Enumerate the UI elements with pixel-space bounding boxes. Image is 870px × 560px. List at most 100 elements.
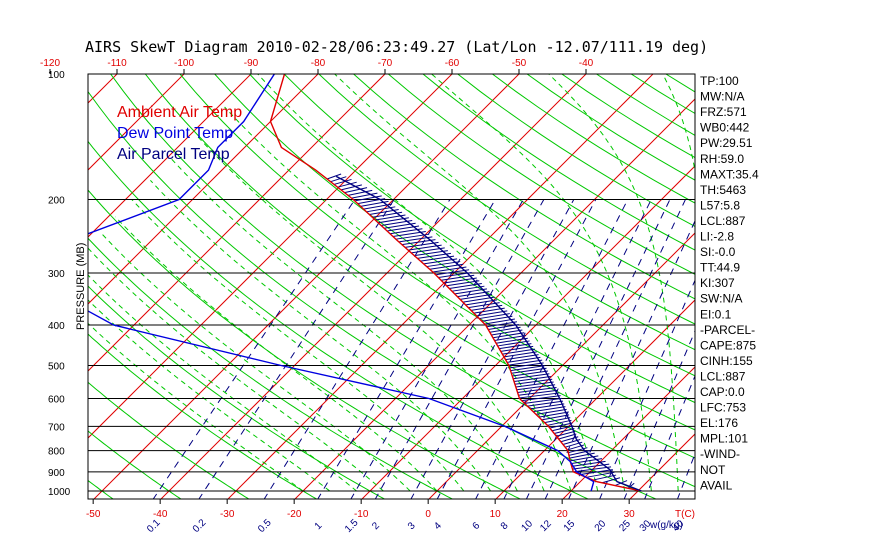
mixing-ratio-label: 2 <box>370 520 382 532</box>
cape-hatch-line <box>499 343 532 350</box>
cape-hatch-line <box>627 482 635 489</box>
dry-adiabat-line <box>88 285 386 499</box>
index-entry: CAP:0.0 <box>700 385 745 399</box>
dry-adiabat-line <box>179 74 695 431</box>
dry-adiabat-line <box>283 74 695 351</box>
mixing-ratio-line <box>198 199 395 499</box>
cape-hatch-line <box>515 381 554 388</box>
temp-tick-label: -40 <box>153 509 168 520</box>
index-entry: WB0:442 <box>700 121 750 135</box>
cape-hatch-line <box>507 356 541 363</box>
mixing-ratio-label: 8 <box>499 520 511 532</box>
dry-adiabat-line <box>214 74 695 404</box>
temp-tick-label: -10 <box>354 509 369 520</box>
moist-adiabat-line <box>115 216 438 492</box>
cape-hatch-line <box>568 449 592 456</box>
cape-hatch-line <box>527 400 564 407</box>
mixing-ratio-label: 20 <box>593 518 609 534</box>
cape-hatch-line <box>514 378 553 385</box>
dry-adiabat-line <box>88 333 318 499</box>
mixing-ratio-line <box>525 199 671 499</box>
pressure-tick-label: 100 <box>48 70 65 81</box>
moist-adiabat-line <box>131 199 465 492</box>
isotherm-line <box>88 74 319 305</box>
top-temp-tick-label: -80 <box>311 58 326 69</box>
isotherm-line <box>93 74 520 499</box>
isotherm-line <box>88 74 453 439</box>
isotherm-line <box>495 299 695 499</box>
cape-hatch-line <box>503 351 537 358</box>
cape-hatch-line <box>554 428 575 435</box>
cape-hatch-line <box>568 447 588 454</box>
cape-hatch-line <box>517 386 557 393</box>
isotherm-line <box>428 232 695 499</box>
cape-hatch-line <box>340 184 362 191</box>
cape-hatch-line <box>547 419 572 426</box>
moist-adiabat-line <box>257 74 599 492</box>
cape-hatch-line <box>330 176 347 183</box>
index-entry: NOT <box>700 463 726 477</box>
index-entry: LI:-2.8 <box>700 230 734 244</box>
dry-adiabat-line <box>422 74 695 251</box>
isotherm-line <box>763 74 870 500</box>
moist-adiabat-line <box>100 232 411 492</box>
cape-hatch-line <box>457 291 490 298</box>
mixing-ratio-line <box>152 199 356 499</box>
cape-hatch-line <box>489 326 521 333</box>
dry-adiabat-line <box>110 74 695 488</box>
dry-adiabat-line <box>805 74 870 500</box>
index-entry: -PARCEL- <box>700 323 755 337</box>
moist-adiabat-line <box>334 74 626 492</box>
cape-hatch-line <box>496 337 528 344</box>
cape-hatch-line <box>337 181 357 188</box>
index-entry: SI:-0.0 <box>700 245 736 259</box>
x-axis-label-temp: T(C) <box>675 509 695 520</box>
dry-adiabat-line <box>457 74 695 227</box>
mixing-ratio-label: 4 <box>432 520 444 532</box>
cape-hatch-line <box>519 392 560 399</box>
cape-hatch-line <box>438 272 472 279</box>
top-temp-tick-label: -100 <box>174 58 194 69</box>
pressure-tick-label: 300 <box>48 269 65 280</box>
cape-hatch-line <box>460 293 493 300</box>
cape-hatch-line <box>544 417 571 424</box>
isotherm-line <box>160 74 587 499</box>
cape-hatch-line <box>508 359 543 366</box>
cape-hatch-line <box>511 367 547 374</box>
isotherm-line <box>227 74 654 499</box>
cape-hatch-line <box>505 354 539 361</box>
cape-hatch-line <box>333 178 352 185</box>
legend: Ambient Air Temp Dew Point Temp Air Parcel… <box>117 104 242 163</box>
cape-hatch-line <box>518 389 559 396</box>
pressure-tick-label: 1000 <box>48 487 71 498</box>
cape-hatch-line <box>454 288 487 295</box>
series-line <box>335 175 642 492</box>
cape-hatch-line <box>446 280 480 287</box>
cape-hatch-line <box>326 173 342 180</box>
mixing-ratio-label: 3 <box>406 520 418 532</box>
cape-hatch-line <box>473 307 505 314</box>
pressure-tick-label: 900 <box>48 468 65 479</box>
mixing-ratio-line <box>317 199 496 499</box>
cape-hatch-line <box>500 345 534 352</box>
moist-adiabat-line <box>548 74 679 492</box>
y-axis-label: PRESSURE (MB) <box>75 243 87 330</box>
cape-hatch-line <box>488 324 519 331</box>
x-axis-label-mixing: w(g/kg) <box>649 520 683 531</box>
moist-adiabat-line <box>88 322 304 492</box>
legend-entry: Air Parcel Temp <box>117 146 230 163</box>
dry-adiabat-line <box>0 74 46 500</box>
cape-hatch-line <box>471 304 503 311</box>
cape-hatch-line <box>513 373 550 380</box>
pressure-tick-label: 700 <box>48 422 65 433</box>
cape-hatch-line <box>510 365 546 372</box>
temp-tick-label: 0 <box>425 509 431 520</box>
cape-hatch-line <box>538 411 568 418</box>
mixing-ratio-line <box>350 199 524 499</box>
mixing-ratio-label: 6 <box>471 520 483 532</box>
dry-adiabat-line <box>88 189 522 499</box>
index-entry: LCL:887 <box>700 369 746 383</box>
cape-hatch-line <box>569 452 595 459</box>
